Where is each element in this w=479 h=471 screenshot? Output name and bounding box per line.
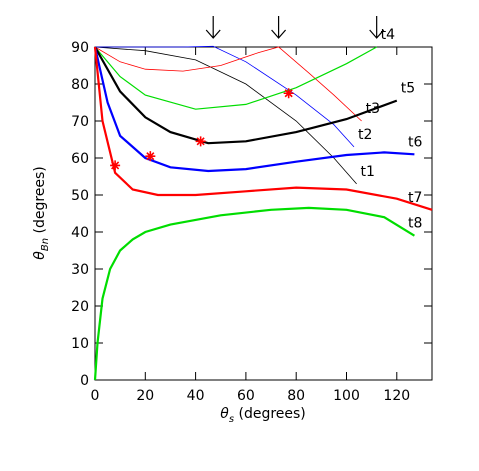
series-label: t7	[408, 190, 422, 206]
series-line	[93, 206, 415, 381]
y-axis-label: θBn (degrees)	[32, 166, 51, 260]
y-tick-label: 40	[71, 225, 89, 241]
x-tick-label: 120	[383, 388, 410, 404]
x-tick-label: 80	[287, 388, 305, 404]
series-label: t4	[381, 27, 395, 43]
series-label: t5	[401, 81, 415, 97]
star-marker	[145, 151, 156, 162]
y-label-sub: Bn	[40, 238, 51, 251]
arrow	[205, 16, 221, 39]
y-tick-label: 60	[71, 151, 89, 167]
y-tick-label: 0	[80, 373, 89, 389]
y-tick-label: 90	[71, 40, 89, 56]
x-axis-label: θs (degrees)	[220, 406, 306, 425]
y-tick-label: 30	[71, 262, 89, 278]
series-line	[95, 45, 355, 148]
x-tick-label: 40	[187, 388, 205, 404]
series-line	[94, 46, 362, 122]
y-tick-label: 80	[71, 77, 89, 93]
series-label: t2	[358, 127, 372, 143]
x-tick-label: 20	[136, 388, 154, 404]
series-label: t1	[361, 164, 375, 180]
y-tick-label: 70	[71, 114, 89, 130]
x-tick-label: 0	[91, 388, 100, 404]
y-label-text: (degrees)	[32, 166, 48, 238]
x-tick-label: 100	[333, 388, 360, 404]
series-label: t6	[408, 134, 422, 150]
series-line	[93, 46, 415, 173]
series-line	[94, 46, 398, 145]
plot-frame	[94, 46, 433, 381]
series-label: t8	[408, 216, 422, 232]
y-tick-label: 10	[71, 336, 89, 352]
series-line	[93, 46, 433, 211]
series-line	[94, 46, 357, 185]
x-label-sub: s	[229, 414, 234, 425]
star-marker	[110, 160, 121, 171]
y-tick-label: 50	[71, 188, 89, 204]
series-line	[94, 46, 377, 110]
star-marker	[283, 88, 294, 99]
x-label-text: (degrees)	[234, 406, 306, 422]
y-tick-label: 20	[71, 299, 89, 315]
arrow	[369, 16, 385, 39]
x-tick-label: 60	[237, 388, 255, 404]
x-label-symbol: θ	[220, 406, 229, 422]
y-label-symbol: θ	[32, 251, 48, 260]
star-marker	[195, 136, 206, 147]
arrow	[271, 16, 287, 39]
